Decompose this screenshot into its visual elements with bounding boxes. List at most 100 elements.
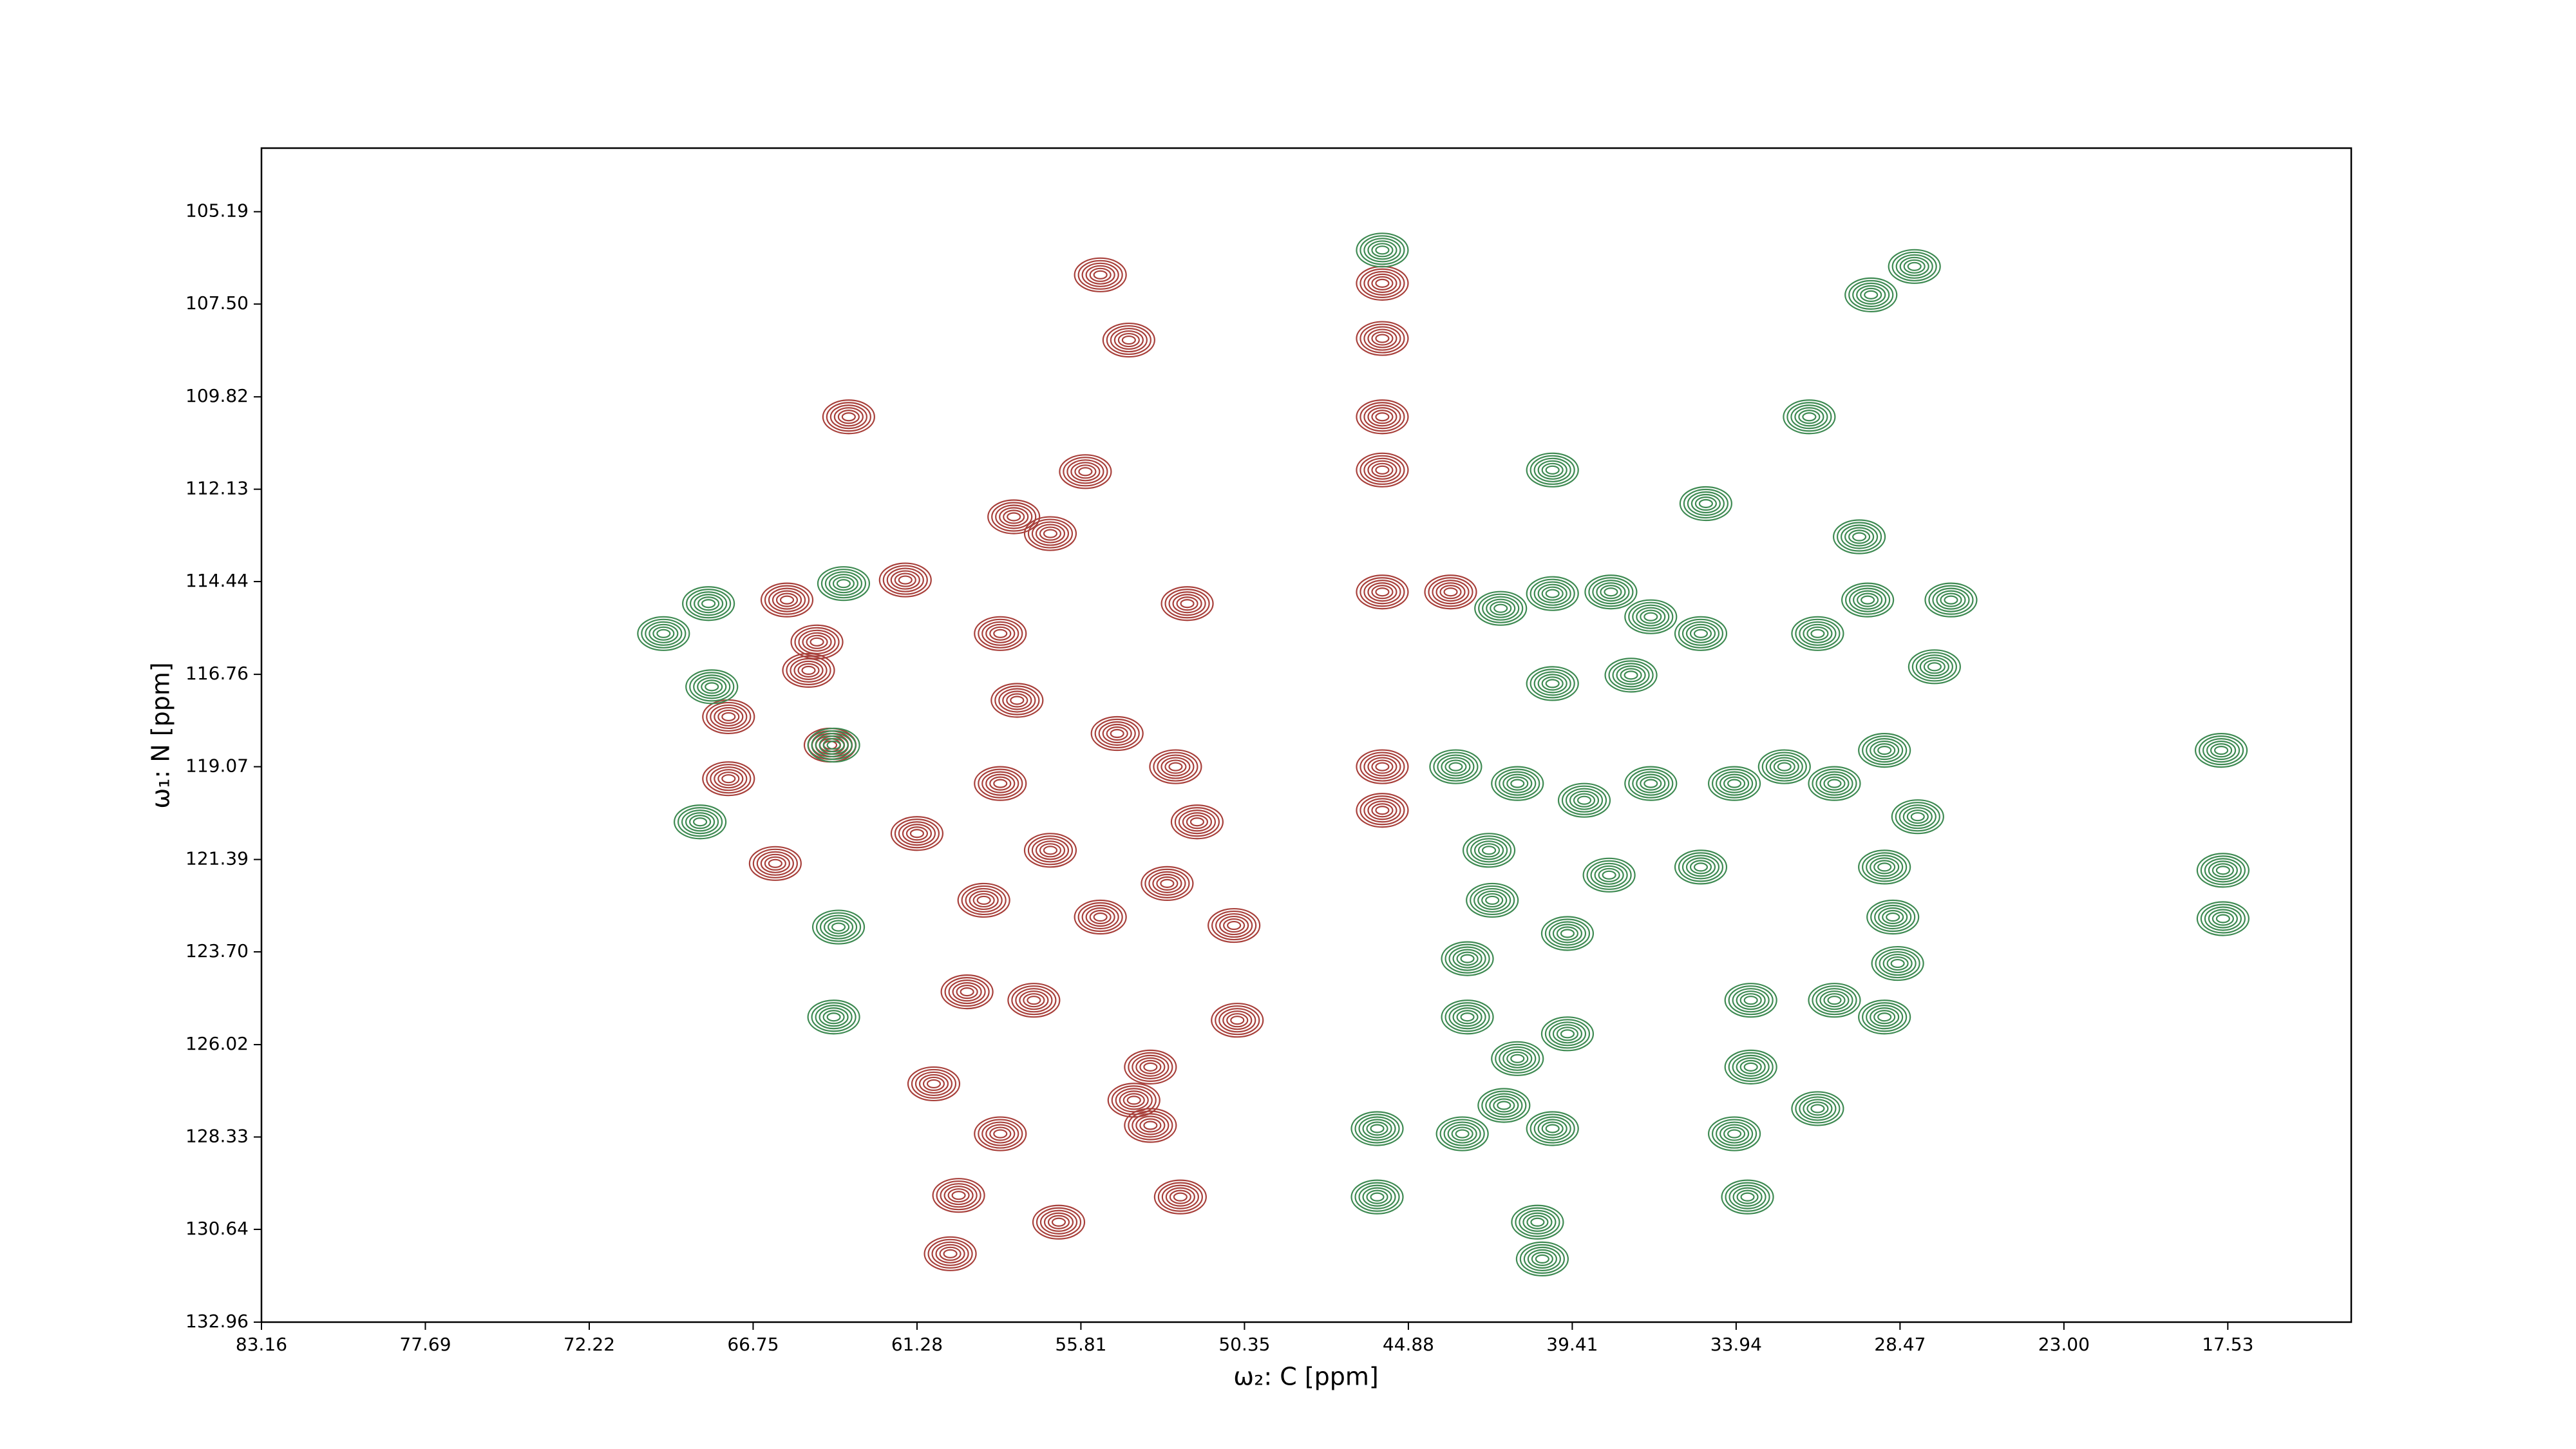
peak-contour-inner bbox=[764, 585, 810, 615]
peak-contour-inner bbox=[706, 764, 752, 794]
peak-contour-inner bbox=[1799, 1096, 1837, 1121]
peak-contour-inner bbox=[1790, 404, 1828, 430]
peak-contour bbox=[1032, 1204, 1086, 1240]
peak-contour-inner bbox=[1493, 1098, 1515, 1113]
peak-contour-inner bbox=[1533, 581, 1571, 606]
peak-contour-inner bbox=[1219, 915, 1249, 936]
peak-contour-inner bbox=[1363, 270, 1401, 296]
peak-contour-inner bbox=[721, 774, 736, 784]
peak-contour bbox=[1526, 452, 1579, 488]
peak bbox=[1624, 766, 1678, 801]
peak bbox=[940, 974, 994, 1010]
peak-contour-inner bbox=[717, 709, 740, 724]
peak-contour-inner bbox=[1794, 407, 1824, 427]
peak-contour-inner bbox=[1530, 1217, 1545, 1227]
peak-contour-inner bbox=[995, 504, 1033, 529]
peak-contour-inner bbox=[1836, 522, 1882, 552]
peak bbox=[1462, 833, 1516, 868]
peak-contour-inner bbox=[972, 893, 995, 908]
peak-contour-inner bbox=[1358, 1116, 1396, 1141]
peak-contour-inner bbox=[898, 821, 936, 846]
peak-contour-inner bbox=[1371, 585, 1394, 600]
peak bbox=[1160, 586, 1214, 621]
peak bbox=[1674, 849, 1728, 885]
peak-contour-inner bbox=[981, 1121, 1019, 1146]
peak-contour bbox=[1679, 486, 1732, 522]
peak-contour-inner bbox=[820, 569, 867, 599]
peak bbox=[1582, 857, 1636, 893]
peak-contour-inner bbox=[1176, 596, 1198, 611]
peak-contour-inner bbox=[1435, 582, 1466, 602]
peak-contour-inner bbox=[1923, 659, 1946, 674]
peak-contour-inner bbox=[1732, 988, 1770, 1013]
peak-contour-inner bbox=[1527, 1249, 1557, 1269]
peak-contour-inner bbox=[1598, 867, 1620, 882]
peak-contour-inner bbox=[1541, 586, 1564, 601]
peak-contour-inner bbox=[819, 735, 849, 755]
peak-contour-inner bbox=[794, 627, 840, 657]
peak bbox=[1707, 1116, 1761, 1151]
peak-contour-inner bbox=[2211, 911, 2234, 926]
peak-contour-inner bbox=[1683, 488, 1728, 519]
peak-contour-inner bbox=[1128, 1110, 1173, 1141]
peak-contour-inner bbox=[911, 1068, 957, 1099]
peak-contour bbox=[1491, 1041, 1544, 1076]
peak-contour-inner bbox=[1359, 402, 1405, 432]
peak bbox=[760, 582, 814, 618]
peak-contour bbox=[1466, 882, 1519, 918]
peak-contour-inner bbox=[993, 1129, 1008, 1139]
peak-contour-inner bbox=[1039, 526, 1062, 541]
peak-contour-inner bbox=[1218, 1008, 1256, 1033]
peak-contour bbox=[2196, 853, 2249, 888]
peak-contour-inner bbox=[1456, 1010, 1479, 1025]
peak-contour bbox=[1208, 907, 1261, 943]
peak-contour-inner bbox=[1230, 1016, 1245, 1025]
peak bbox=[1540, 1016, 1595, 1052]
peak-contour-inner bbox=[2208, 909, 2238, 929]
peak-contour-inner bbox=[1592, 580, 1630, 605]
peak-contour-inner bbox=[752, 848, 798, 878]
peak bbox=[1435, 1116, 1489, 1151]
peak-contour-inner bbox=[1510, 1054, 1525, 1063]
peak-contour-inner bbox=[2210, 743, 2233, 758]
peak-contour-inner bbox=[837, 410, 860, 424]
peak-contour-inner bbox=[1693, 629, 1709, 638]
peak-contour-inner bbox=[1870, 857, 1900, 877]
peak-contour-inner bbox=[922, 1076, 945, 1092]
peak-contour-inner bbox=[790, 658, 828, 683]
peak-contour bbox=[702, 761, 755, 797]
peak bbox=[1924, 582, 1978, 618]
peak-contour-inner bbox=[1537, 583, 1567, 603]
peak-contour-inner bbox=[1773, 759, 1795, 774]
peak-contour-inner bbox=[1164, 759, 1187, 774]
peak bbox=[1679, 486, 1732, 522]
peak-contour-inner bbox=[1447, 1124, 1477, 1144]
peak-contour-inner bbox=[2211, 863, 2234, 878]
peak-contour-inner bbox=[677, 807, 723, 837]
peak-contour bbox=[1356, 232, 1409, 268]
contour-layer bbox=[637, 232, 2249, 1276]
peak bbox=[807, 727, 860, 763]
peak-contour-inner bbox=[1823, 776, 1846, 791]
peak-contour-inner bbox=[1371, 276, 1394, 290]
peak-contour bbox=[1526, 576, 1579, 611]
peak-contour-inner bbox=[1367, 240, 1397, 260]
peak-contour-inner bbox=[1736, 990, 1766, 1010]
peak-contour-inner bbox=[981, 771, 1019, 796]
peak-contour bbox=[1124, 1049, 1177, 1084]
peak-contour-inner bbox=[1093, 270, 1108, 279]
peak-contour bbox=[1211, 1003, 1264, 1038]
peak-contour-inner bbox=[989, 626, 1012, 641]
peak-contour-inner bbox=[831, 922, 846, 932]
peak bbox=[932, 1178, 985, 1213]
peak-contour-inner bbox=[1715, 771, 1754, 796]
peak-contour bbox=[974, 1116, 1027, 1151]
peak-contour-inner bbox=[1548, 1021, 1587, 1046]
peak-contour-inner bbox=[926, 1079, 942, 1089]
peak-contour bbox=[1160, 586, 1214, 621]
peak-contour-inner bbox=[1910, 812, 1925, 822]
peak-contour-inner bbox=[1624, 670, 1638, 680]
peak-contour-inner bbox=[1359, 752, 1405, 782]
y-tick-label: 123.70 bbox=[185, 940, 249, 961]
peak-contour-inner bbox=[1128, 1052, 1173, 1082]
